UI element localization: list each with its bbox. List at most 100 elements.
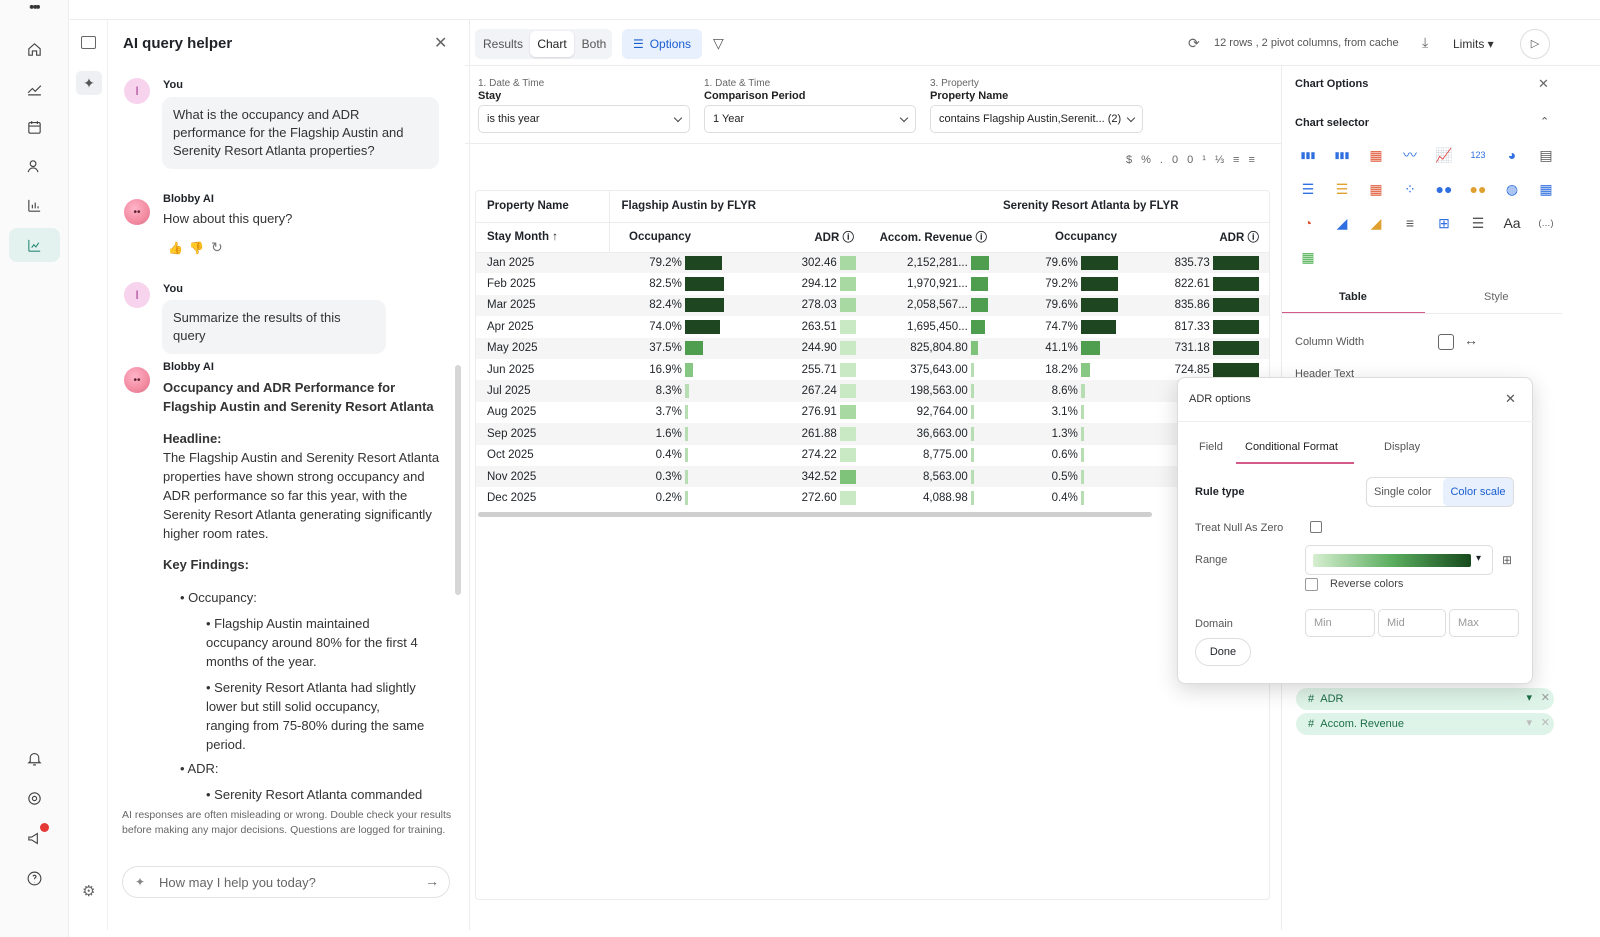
chart-type-icon[interactable]: ▮▮▮ — [1334, 149, 1350, 160]
tab-display[interactable]: Display — [1384, 441, 1421, 453]
comparison-period-select[interactable]: 1 Year — [704, 105, 916, 133]
close-icon[interactable]: ✕ — [1538, 76, 1549, 91]
chart-type-icon[interactable]: ◢ — [1370, 214, 1382, 231]
chart-type-icon[interactable]: ◢ — [1336, 214, 1348, 231]
options-button[interactable]: ☰ Options — [622, 29, 702, 59]
null-zero-checkbox[interactable] — [1310, 521, 1322, 533]
sparkle-icon[interactable]: ✦ — [76, 71, 102, 95]
chevron-down-icon[interactable]: ▾ — [1526, 717, 1532, 729]
chart-type-icon[interactable]: (…) — [1538, 218, 1554, 228]
occupancy-cell: 18.2% — [1045, 363, 1078, 376]
single-color-option[interactable]: Single color — [1374, 486, 1432, 498]
bar-chart-icon[interactable] — [22, 193, 46, 217]
modal-title: ADR options — [1189, 393, 1251, 405]
ai-input[interactable]: ✦ How may I help you today? → — [122, 866, 450, 898]
chart-type-icon[interactable]: Aa — [1503, 215, 1521, 231]
chart-type-icon[interactable]: ◍ — [1505, 180, 1519, 197]
limits-dropdown[interactable]: Limits ▾ — [1453, 37, 1494, 51]
thumbs-up-icon[interactable]: 👍 — [168, 241, 183, 255]
analytics-icon[interactable] — [22, 233, 46, 257]
tab-style[interactable]: Style — [1484, 291, 1509, 303]
field-pill[interactable]: # ADR ▾ ✕ — [1296, 688, 1554, 710]
chart-type-icon[interactable]: ⊞ — [1438, 214, 1450, 231]
chart-type-icon[interactable]: 〰 — [1403, 147, 1417, 163]
col-header[interactable]: ADR ⓘ — [814, 232, 854, 244]
stay-month-cell: Apr 2025 — [487, 320, 534, 333]
tab-field[interactable]: Field — [1199, 441, 1223, 453]
chart-type-icon[interactable]: ▦ — [1539, 180, 1553, 197]
calendar-icon[interactable] — [22, 115, 46, 139]
color-scale-option[interactable]: Color scale — [1443, 478, 1513, 506]
col-header[interactable]: Accom. Revenue ⓘ — [879, 232, 987, 244]
remove-icon[interactable]: ✕ — [1540, 692, 1550, 704]
col-header-stay-month[interactable]: Stay Month ↑ — [476, 222, 610, 252]
chevron-down-icon[interactable]: ▾ — [1526, 692, 1532, 704]
property-name-select[interactable]: contains Flagship Austin,Serenit... (2) — [930, 105, 1143, 133]
grid-icon[interactable]: ⊞ — [1502, 553, 1513, 567]
filter-icon[interactable]: ▽ — [713, 35, 724, 51]
chart-type-icon[interactable]: ⁘ — [1404, 180, 1416, 197]
tab-results[interactable]: Results — [482, 37, 523, 51]
refresh-icon[interactable]: ↻ — [211, 239, 223, 255]
tab-chart[interactable]: Chart — [530, 31, 574, 57]
col-header[interactable]: ADR ⓘ — [1219, 232, 1259, 244]
stay-filter-select[interactable]: is this year — [478, 105, 690, 133]
chart-type-icon[interactable]: ▦ — [1369, 180, 1383, 197]
run-button[interactable]: ▷ — [1520, 29, 1550, 59]
tab-conditional-format[interactable]: Conditional Format — [1245, 441, 1338, 453]
help-icon[interactable] — [22, 866, 46, 890]
col-header[interactable]: Occupancy — [1055, 231, 1117, 243]
domain-min-input[interactable]: Min — [1305, 609, 1375, 637]
chart-type-icon[interactable]: 123 — [1470, 150, 1486, 160]
data-bar — [685, 469, 688, 484]
chart-type-icon[interactable]: ▦ — [1369, 146, 1383, 163]
gear-icon[interactable] — [22, 786, 46, 810]
chart-type-icon[interactable]: ☰ — [1471, 214, 1485, 231]
field-pill[interactable]: # Accom. Revenue ▾ ✕ — [1296, 713, 1554, 735]
stay-month-cell: May 2025 — [476, 337, 609, 359]
horizontal-scrollbar[interactable] — [478, 512, 1152, 517]
format-toolbar[interactable]: $%.00¹⅓≡≡ — [1126, 154, 1264, 166]
chart-type-icon[interactable]: ◕ — [1507, 147, 1517, 163]
bug-icon[interactable]: ⚙ — [82, 883, 96, 900]
thumbs-down-icon[interactable]: 👎 — [189, 241, 204, 255]
column-width-icon[interactable] — [1438, 334, 1454, 350]
sidebar-toggle-icon[interactable] — [81, 36, 96, 49]
download-icon[interactable]: ⤓ — [1422, 34, 1429, 50]
chart-type-icon[interactable]: ☰ — [1335, 180, 1349, 197]
data-bar — [840, 255, 856, 270]
megaphone-icon[interactable] — [22, 826, 46, 850]
done-button[interactable]: Done — [1195, 638, 1251, 666]
width-arrows-icon[interactable]: ↔ — [1464, 332, 1478, 348]
bell-icon[interactable] — [22, 746, 46, 770]
col-header[interactable]: Occupancy — [629, 231, 691, 243]
reverse-colors-checkbox[interactable] — [1305, 578, 1318, 591]
tab-table[interactable]: Table — [1339, 291, 1367, 303]
chart-type-icon[interactable]: ●● — [1469, 181, 1487, 197]
domain-mid-input[interactable]: Mid — [1378, 609, 1446, 637]
trend-icon[interactable] — [22, 76, 46, 100]
chart-type-icon[interactable]: ●● — [1435, 181, 1453, 197]
chart-type-icon[interactable]: ▮▮▮ — [1300, 149, 1316, 160]
remove-icon[interactable]: ✕ — [1540, 717, 1550, 729]
chart-type-icon[interactable]: ▦ — [1301, 248, 1315, 265]
domain-max-input[interactable]: Max — [1449, 609, 1519, 637]
home-icon[interactable] — [22, 37, 46, 61]
adr-cell: 724.85 — [1174, 363, 1210, 376]
chart-type-icon[interactable]: ▤ — [1539, 146, 1553, 163]
users-icon[interactable] — [22, 154, 46, 178]
tab-both[interactable]: Both — [581, 37, 607, 51]
range-select[interactable]: ▾ — [1305, 545, 1493, 575]
data-bar — [840, 277, 856, 292]
chart-type-icon[interactable]: ☰ — [1301, 180, 1315, 197]
chart-type-icon[interactable]: ◔ — [1303, 215, 1313, 231]
close-icon[interactable]: ✕ — [1505, 391, 1516, 406]
scrollbar[interactable] — [455, 365, 461, 595]
close-icon[interactable]: ✕ — [434, 35, 448, 52]
chart-type-icon[interactable]: 📈 — [1435, 146, 1453, 163]
chart-type-icon[interactable]: ≡ — [1405, 215, 1415, 231]
data-bar — [1213, 362, 1259, 377]
send-icon[interactable]: → — [425, 873, 439, 889]
divider — [1282, 313, 1562, 314]
collapse-icon[interactable]: ⌃ — [1540, 116, 1550, 128]
